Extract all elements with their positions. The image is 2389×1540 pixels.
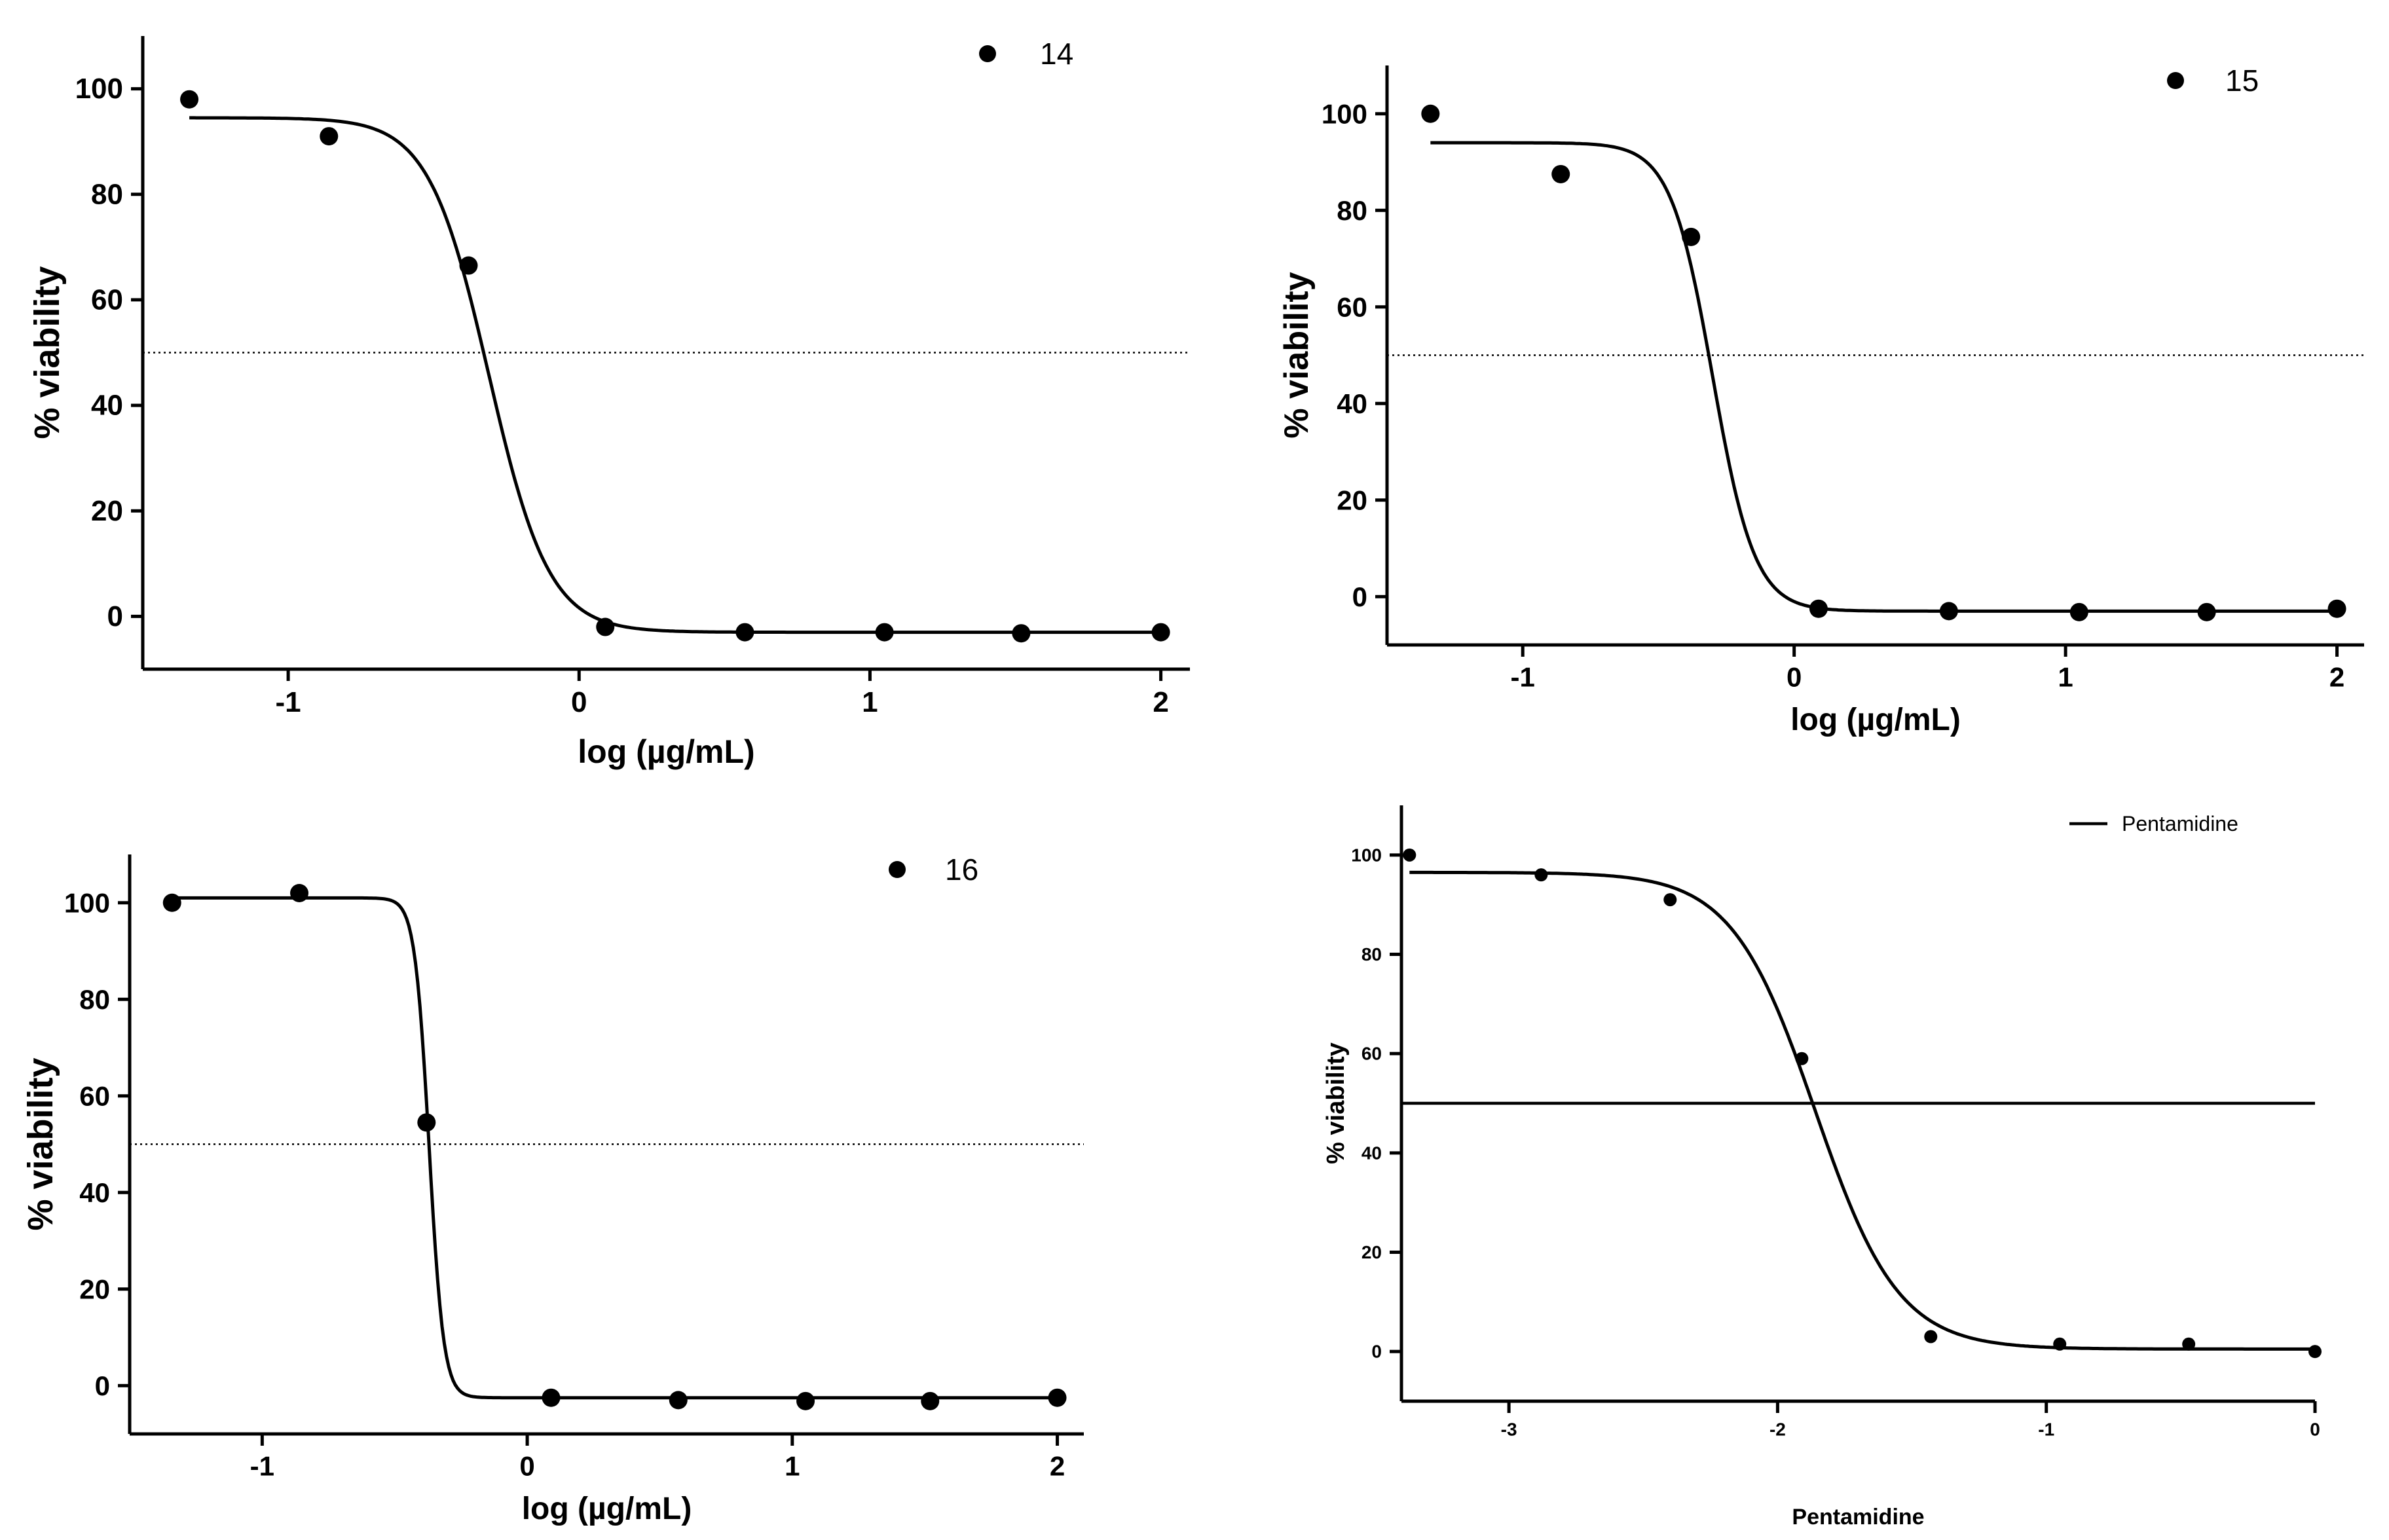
legend-dot-marker	[979, 45, 996, 62]
x-tick-label: 0	[1787, 662, 1802, 693]
data-point	[596, 617, 615, 636]
x-tick-label: 2	[1050, 1451, 1065, 1482]
chart-panel-3: 0 20 40 60 80 100 -1 0 1 2 log (µg/mL) % viability 1…	[21, 852, 1084, 1526]
legend-label: 15	[2225, 64, 2259, 98]
x-tick-label: 1	[2058, 662, 2073, 693]
x-tick-label: 1	[862, 686, 878, 718]
data-point	[796, 1391, 815, 1410]
data-point	[2182, 1337, 2196, 1351]
x-axis-title: Pentamidine	[1792, 1505, 1924, 1530]
data-point	[2327, 599, 2346, 618]
y-tick-label: 0	[95, 1370, 110, 1401]
x-tick-label: -2	[1769, 1419, 1786, 1439]
x-tick-label: 0	[2310, 1419, 2320, 1439]
fit-curve	[1430, 141, 2337, 613]
chart-panel-1: 0 20 40 60 80 100 -1 0 1 2 log (µg/mL) % viability 1…	[28, 36, 1190, 770]
data-point	[1048, 1388, 1067, 1407]
data-point	[2308, 1345, 2322, 1359]
data-point	[1551, 164, 1570, 183]
y-tick-label: 60	[1337, 291, 1367, 322]
data-point	[1795, 1052, 1809, 1065]
y-tick-label: 100	[1351, 845, 1382, 865]
y-tick-label: 60	[91, 284, 123, 316]
x-axis-title: log (µg/mL)	[1790, 703, 1961, 737]
x-tick-label: -1	[2038, 1419, 2054, 1439]
data-point	[320, 127, 339, 146]
y-tick-label: 40	[1337, 388, 1367, 419]
data-point	[290, 884, 309, 902]
y-tick-label: 100	[64, 887, 110, 918]
y-axis-title: % viability	[1278, 272, 1316, 438]
y-tick-label: 20	[79, 1274, 110, 1304]
x-tick-label: -1	[1511, 662, 1535, 693]
data-point	[542, 1388, 561, 1407]
y-axis-title: % viability	[21, 1057, 60, 1230]
y-tick-label: 0	[107, 600, 123, 632]
legend-label: 14	[1040, 37, 1073, 71]
x-tick-label: 1	[785, 1451, 800, 1482]
y-tick-label: 100	[1322, 98, 1367, 129]
chart-panel-4: 0 20 40 60 80 100 -3 -2 -1 0 Pentamidine % viabilit…	[1322, 805, 2322, 1530]
data-point	[459, 256, 478, 275]
x-tick-label: -1	[276, 686, 301, 718]
data-point	[417, 1113, 436, 1132]
fit-curve	[1409, 870, 2315, 1351]
x-tick-label: 2	[2329, 662, 2344, 693]
y-tick-label: 80	[1337, 195, 1367, 226]
data-point	[1012, 624, 1031, 643]
data-point	[921, 1391, 940, 1410]
data-point	[1924, 1330, 1938, 1344]
y-axis-title: % viability	[1322, 1042, 1350, 1164]
data-point	[735, 623, 754, 642]
y-tick-label: 80	[91, 178, 123, 210]
data-point	[1682, 227, 1701, 246]
y-tick-label: 0	[1352, 581, 1367, 612]
data-point	[669, 1391, 688, 1410]
y-tick-label: 20	[91, 495, 123, 527]
y-axis-title: % viability	[28, 266, 67, 439]
data-point	[1421, 104, 1440, 123]
x-tick-label: 0	[519, 1451, 534, 1482]
fit-curve	[189, 116, 1161, 634]
y-tick-label: 40	[1361, 1143, 1382, 1163]
x-tick-label: -1	[250, 1451, 274, 1482]
y-tick-label: 80	[79, 984, 110, 1015]
x-tick-label: 2	[1153, 686, 1168, 718]
data-point	[2053, 1337, 2067, 1351]
legend-dot-marker	[2167, 72, 2184, 89]
data-point	[875, 623, 894, 642]
x-tick-label: -3	[1501, 1419, 1517, 1439]
y-tick-label: 60	[79, 1080, 110, 1111]
data-point	[1403, 848, 1417, 862]
x-axis-title: log (µg/mL)	[522, 1492, 692, 1526]
chart-panel-2: 0 20 40 60 80 100 -1 0 1 2 log (µg/mL) % viability 1…	[1278, 64, 2364, 737]
data-point	[1534, 868, 1548, 882]
data-point	[1663, 893, 1677, 907]
data-point	[180, 90, 199, 109]
y-tick-label: 20	[1337, 485, 1367, 515]
y-tick-label: 40	[91, 390, 123, 422]
y-tick-label: 60	[1361, 1044, 1382, 1064]
legend-label: Pentamidine	[2122, 812, 2238, 835]
x-tick-label: 0	[571, 686, 587, 718]
data-point	[1939, 602, 1958, 621]
y-tick-label: 100	[75, 73, 123, 105]
data-point	[1809, 599, 1828, 618]
data-point	[1151, 623, 1170, 642]
x-axis-title: log (µg/mL)	[578, 733, 754, 770]
y-tick-label: 80	[1361, 944, 1382, 964]
y-tick-label: 40	[79, 1177, 110, 1208]
data-point	[162, 893, 181, 912]
y-tick-label: 20	[1361, 1242, 1382, 1262]
fit-curve	[172, 896, 1058, 1400]
legend-label: 16	[945, 852, 978, 887]
data-point	[2069, 602, 2088, 621]
legend-dot-marker	[889, 861, 906, 878]
data-point	[2197, 602, 2216, 621]
y-tick-label: 0	[1371, 1342, 1382, 1362]
